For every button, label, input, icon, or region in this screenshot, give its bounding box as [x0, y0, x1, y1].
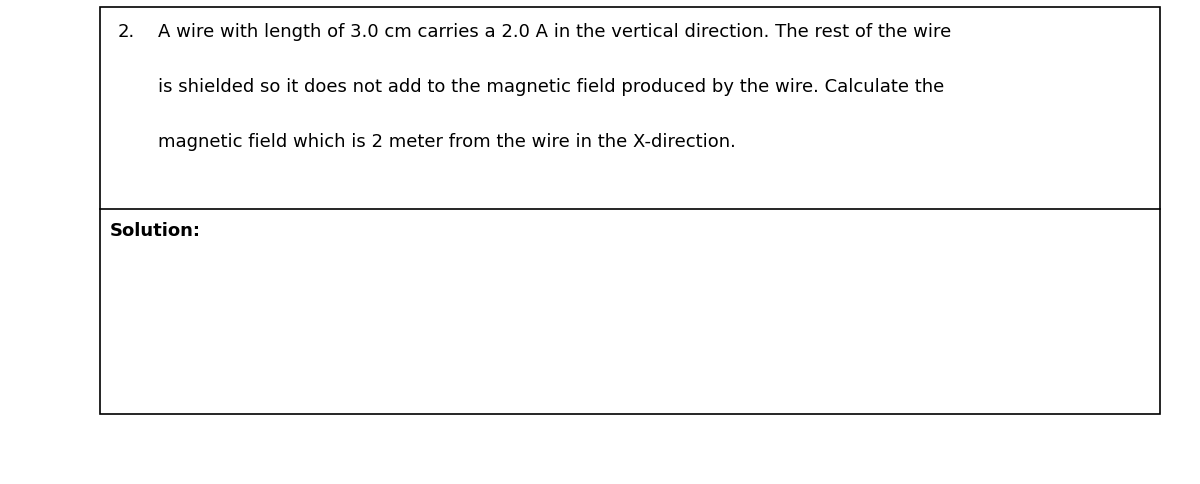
Text: is shielded so it does not add to the magnetic field produced by the wire. Calcu: is shielded so it does not add to the ma…	[158, 78, 944, 96]
Text: magnetic field which is 2 meter from the wire in the X-direction.: magnetic field which is 2 meter from the…	[158, 133, 736, 151]
Text: 2.: 2.	[118, 23, 136, 41]
Text: Solution:: Solution:	[110, 222, 202, 240]
Text: A wire with length of 3.0 cm carries a 2.0 A in the vertical direction. The rest: A wire with length of 3.0 cm carries a 2…	[158, 23, 952, 41]
